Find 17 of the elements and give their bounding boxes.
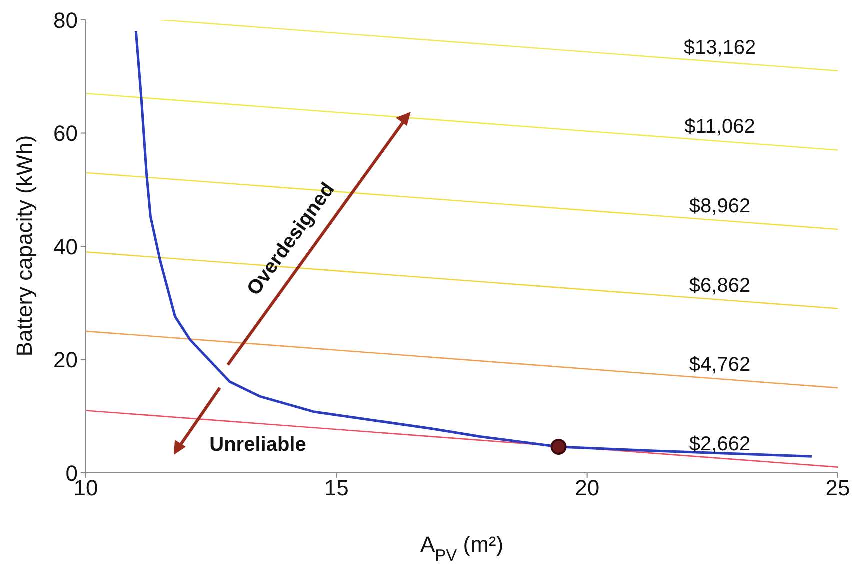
x-axis-title: A$_{PV}$ (m²) (420, 532, 504, 565)
annotation: Unreliable (210, 434, 306, 456)
x-tick-label: 25 (826, 476, 850, 501)
series-label: $8,962 (689, 196, 751, 218)
y-tick-label: 20 (54, 348, 78, 373)
series-label: $13,162 (684, 36, 756, 59)
x-tick-label: 15 (324, 476, 349, 501)
y-tick-label: 60 (54, 121, 78, 146)
series-label: $2,662 (689, 433, 751, 456)
series-label: $6,862 (689, 274, 751, 297)
y-tick-label: 40 (54, 234, 78, 260)
x-tick-label: 20 (575, 476, 600, 501)
series-label: $4,762 (689, 354, 751, 376)
series-label: $11,062 (684, 116, 756, 138)
y-axis-title: Battery capacity (kWh) (12, 135, 37, 357)
y-tick-label: 80 (54, 8, 78, 33)
line-series (134, 30, 814, 458)
